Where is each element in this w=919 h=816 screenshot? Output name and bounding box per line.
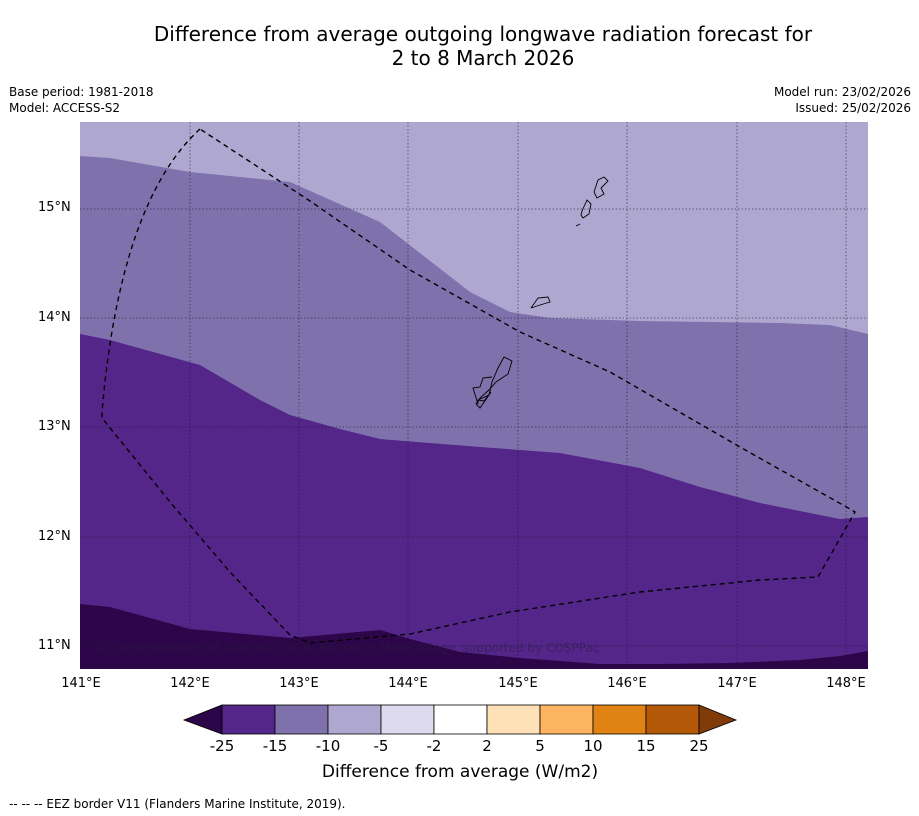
lon-label-146: 146°E [607,676,647,691]
colorbar-bin-9 [645,704,700,735]
islands [472,176,609,409]
band-lt-minus25 [80,604,868,669]
model-name: Model: ACCESS-S2 [9,101,121,115]
lat-label-15: 15°N [38,200,71,215]
colorbar-tick-label: -2 [426,737,442,755]
colorbar-bin-2 [274,704,329,735]
meta-right: Model run: 23/02/2026 Issued: 25/02/2026 [774,84,911,116]
map-canvas [80,122,868,669]
colorbar-tick-label: 10 [583,737,603,755]
lon-label-148: 148°E [826,676,866,691]
lon-label-141: 141°E [61,676,101,691]
lon-label-142: 142°E [170,676,210,691]
title-line-2: 2 to 8 March 2026 [391,46,575,70]
issued-date: Issued: 25/02/2026 [795,101,911,115]
colorbar-tick-label: -15 [262,737,288,755]
colorbar-extend-low [182,704,223,735]
chart-title: Difference from average outgoing longwav… [0,22,919,70]
eez-footnote: -- -- -- EEZ border V11 (Flanders Marine… [9,797,346,811]
colorbar-bin-4 [380,704,435,735]
title-line-1: Difference from average outgoing longwav… [153,22,813,46]
colorbar-tick-label: 2 [482,737,492,755]
colorbar-tick-label: -25 [209,737,235,755]
band-minus25-to-minus15 [80,334,868,669]
map-panel [80,122,868,669]
colorbar-tick-label: -5 [373,737,389,755]
colorbar-bin-7 [539,704,594,735]
colorbar-extend-high [698,704,738,735]
colorbar-title: Difference from average (W/m2) [321,762,599,782]
lat-label-13: 13°N [38,419,71,434]
island-guam [472,356,513,409]
map-gridlines [80,122,868,669]
copyright-notice: © Commonwealth of Australia 2026, Bureau… [94,641,600,655]
island-rota [530,296,551,309]
lat-label-11: 11°N [38,638,71,653]
base-period: Base period: 1981-2018 [9,85,154,99]
island-aguijan [575,223,581,227]
colorbar-bin-5 [433,704,488,735]
lon-label-144: 144°E [388,676,428,691]
lat-label-14: 14°N [38,310,71,325]
colorbar-tick-label: 15 [636,737,656,755]
colorbar-bin-8 [592,704,647,735]
lon-label-143: 143°E [279,676,319,691]
lat-label-12: 12°N [38,529,71,544]
lon-label-147: 147°E [717,676,757,691]
colorbar [182,704,738,735]
island-saipan [593,176,609,199]
lon-label-145: 145°E [498,676,538,691]
model-run: Model run: 23/02/2026 [773,85,911,99]
colorbar-tick-label: -10 [315,737,341,755]
colorbar-bin-6 [486,704,541,735]
meta-left: Base period: 1981-2018 Model: ACCESS-S2 [9,84,154,116]
colorbar-tick-label: 5 [535,737,545,755]
colorbar-bin-3 [327,704,382,735]
island-tinian [580,199,592,219]
colorbar-bin-1 [221,704,276,735]
colorbar-tick-label: 25 [689,737,709,755]
